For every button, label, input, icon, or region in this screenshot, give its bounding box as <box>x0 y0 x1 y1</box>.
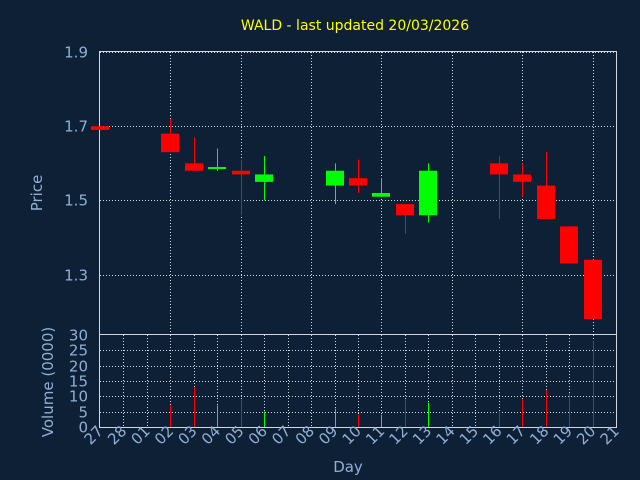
volume-bars <box>170 341 594 427</box>
candle-body <box>537 185 555 219</box>
day-tick-label: 05 <box>221 422 247 448</box>
day-tick-label: 03 <box>174 422 200 448</box>
candle-06 <box>255 155 273 201</box>
day-tick-label: 06 <box>245 422 271 448</box>
day-tick-label: 09 <box>315 422 341 448</box>
candles <box>91 118 602 320</box>
day-tick-label: 20 <box>573 422 599 448</box>
day-tick-labels: 2728010203040506070809101112131415161718… <box>81 422 623 448</box>
day-tick-label: 11 <box>362 422 388 448</box>
day-tick-label: 15 <box>456 422 482 448</box>
day-tick-label: 01 <box>128 422 154 448</box>
volume-grid <box>100 335 616 427</box>
volume-axis-label: Volume (0000) <box>39 327 57 437</box>
candle-body <box>91 126 109 130</box>
volume-tick-label: 20 <box>69 358 88 376</box>
candle-body <box>372 193 390 197</box>
candle-body <box>584 259 602 320</box>
candle-body <box>396 204 414 216</box>
candle-body <box>326 170 344 186</box>
candle-04 <box>208 148 226 171</box>
day-tick-label: 18 <box>526 422 552 448</box>
day-tick-label: 07 <box>268 422 294 448</box>
candle-11 <box>372 178 390 197</box>
price-tick-label: 1.5 <box>64 192 88 210</box>
candle-02 <box>161 118 179 153</box>
day-tick-label: 13 <box>409 422 435 448</box>
day-tick-label: 19 <box>550 422 576 448</box>
day-tick-label: 21 <box>597 422 623 448</box>
day-tick-label: 02 <box>151 422 177 448</box>
candle-body <box>232 170 250 175</box>
volume-tick-label: 5 <box>78 404 88 422</box>
candle-12 <box>396 204 414 234</box>
day-tick-label: 12 <box>386 422 412 448</box>
volume-tick-label: 0 <box>78 419 88 437</box>
volume-tick-label: 30 <box>69 327 88 345</box>
candle-09 <box>326 163 344 205</box>
volume-tick-label: 25 <box>69 342 88 360</box>
candle-body <box>185 163 203 171</box>
day-tick-label: 17 <box>503 422 529 448</box>
volume-tick-label: 15 <box>69 373 88 391</box>
price-tick-labels: 1.9 1.7 1.5 1.3 <box>64 44 88 285</box>
candle-17 <box>513 163 531 197</box>
candle-body <box>513 174 531 182</box>
day-tick-label: 10 <box>339 422 365 448</box>
volume-tick-label: 10 <box>69 388 88 406</box>
day-tick-label: 14 <box>432 422 458 448</box>
candle-body <box>208 167 226 170</box>
candle-05 <box>232 159 250 216</box>
candle-body <box>161 133 179 153</box>
candle-19 <box>560 226 578 264</box>
candle-20 <box>584 259 602 320</box>
x-axis-label: Day <box>333 458 363 476</box>
price-tick-label: 1.3 <box>64 267 88 285</box>
candle-13 <box>419 163 437 223</box>
candle-03 <box>185 137 203 171</box>
chart-title: WALD - last updated 20/03/2026 <box>241 18 469 34</box>
candle-body <box>490 163 508 175</box>
price-axis-label: Price <box>28 175 46 212</box>
candle-body <box>560 226 578 264</box>
candle-body <box>255 174 273 182</box>
day-tick-label: 08 <box>292 422 318 448</box>
candle-27 <box>91 126 109 130</box>
volume-plot-frame <box>99 334 617 428</box>
day-tick-label: 28 <box>104 422 130 448</box>
price-tick-label: 1.9 <box>64 44 88 62</box>
price-tick-label: 1.7 <box>64 118 88 136</box>
day-tick-label: 16 <box>479 422 505 448</box>
candle-body <box>419 170 437 216</box>
candle-10 <box>349 159 367 193</box>
day-tick-label: 04 <box>198 422 224 448</box>
candle-body <box>349 178 367 186</box>
candle-18 <box>537 152 555 219</box>
candle-16 <box>490 155 508 219</box>
